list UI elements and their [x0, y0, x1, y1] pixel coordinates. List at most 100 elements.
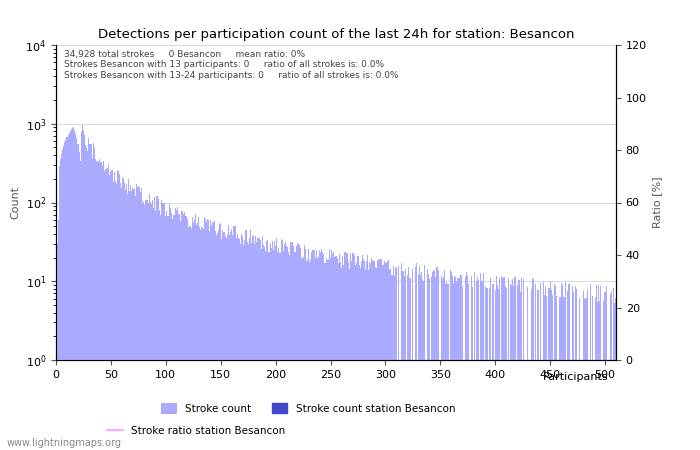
Bar	[354, 255, 355, 450]
Bar	[85, 144, 86, 450]
Bar	[520, 292, 521, 450]
Bar	[70, 131, 71, 450]
Bar	[195, 214, 196, 450]
Bar	[407, 274, 408, 450]
Bar	[489, 288, 490, 450]
Bar	[121, 188, 122, 450]
Bar	[73, 128, 74, 450]
Bar	[330, 258, 331, 450]
Bar	[398, 266, 399, 450]
Bar	[254, 244, 256, 450]
Bar	[536, 360, 538, 450]
Bar	[478, 280, 480, 450]
Bar	[355, 265, 356, 450]
Bar	[528, 360, 530, 450]
Bar	[76, 138, 78, 450]
Bar	[513, 286, 514, 450]
Bar	[439, 360, 440, 450]
Bar	[318, 257, 319, 450]
Bar	[275, 246, 276, 450]
Bar	[463, 360, 464, 450]
Bar	[174, 215, 175, 450]
Bar	[461, 274, 462, 450]
Bar	[130, 184, 131, 450]
Bar	[119, 174, 120, 450]
Bar	[611, 292, 612, 450]
Bar	[271, 248, 272, 450]
Bar	[568, 284, 569, 450]
Bar	[210, 220, 211, 450]
Bar	[615, 298, 617, 450]
Bar	[95, 159, 96, 450]
Y-axis label: Count: Count	[10, 186, 20, 219]
Bar	[246, 242, 248, 450]
Bar	[607, 360, 608, 450]
Bar	[308, 249, 309, 450]
Bar	[500, 360, 501, 450]
Bar	[253, 234, 254, 450]
Bar	[584, 298, 586, 450]
Bar	[433, 270, 434, 450]
Bar	[345, 252, 346, 450]
Bar	[276, 238, 277, 450]
Bar	[438, 270, 439, 450]
Bar	[480, 273, 482, 450]
Legend: Stroke count, Stroke count station Besancon: Stroke count, Stroke count station Besan…	[157, 399, 459, 418]
Bar	[341, 268, 342, 450]
Bar	[337, 263, 339, 450]
Bar	[205, 219, 206, 450]
Bar	[238, 238, 239, 450]
Bar	[408, 267, 409, 450]
Bar	[395, 267, 397, 450]
Bar	[123, 183, 125, 450]
Bar	[420, 275, 421, 450]
Bar	[69, 133, 70, 450]
Bar	[556, 296, 557, 450]
Bar	[419, 266, 420, 450]
Bar	[485, 286, 486, 450]
Bar	[277, 252, 279, 450]
Bar	[299, 245, 300, 450]
Bar	[200, 230, 202, 450]
Bar	[267, 239, 269, 450]
Bar	[83, 130, 84, 450]
Bar	[447, 284, 449, 450]
Bar	[261, 249, 262, 450]
Bar	[235, 238, 237, 450]
Text: 34,928 total strokes     0 Besancon     mean ratio: 0%
Strokes Besancon with 13 : 34,928 total strokes 0 Besancon mean rat…	[64, 50, 399, 80]
Bar	[515, 360, 517, 450]
Bar	[541, 360, 542, 450]
Bar	[544, 295, 545, 450]
Bar	[569, 283, 570, 450]
Bar	[310, 259, 312, 450]
Bar	[578, 360, 579, 450]
Bar	[144, 205, 146, 450]
Bar	[508, 278, 509, 450]
Bar	[409, 278, 410, 450]
Bar	[319, 250, 320, 450]
Bar	[176, 211, 177, 450]
Bar	[231, 229, 232, 450]
Bar	[221, 239, 223, 450]
Bar	[220, 224, 221, 450]
Bar	[154, 197, 155, 450]
Bar	[331, 250, 332, 450]
Bar	[498, 289, 499, 450]
Bar	[177, 207, 178, 450]
Bar	[146, 200, 148, 450]
Bar	[61, 153, 62, 450]
Bar	[514, 277, 515, 450]
Bar	[372, 260, 373, 450]
Bar	[342, 256, 343, 450]
Bar	[440, 360, 441, 450]
Bar	[598, 285, 599, 450]
Bar	[376, 268, 377, 450]
Bar	[601, 360, 602, 450]
Bar	[179, 221, 181, 450]
Bar	[256, 242, 258, 450]
Bar	[131, 191, 132, 450]
Bar	[115, 181, 116, 450]
Bar	[579, 298, 580, 450]
Bar	[297, 243, 298, 450]
Bar	[523, 279, 524, 450]
